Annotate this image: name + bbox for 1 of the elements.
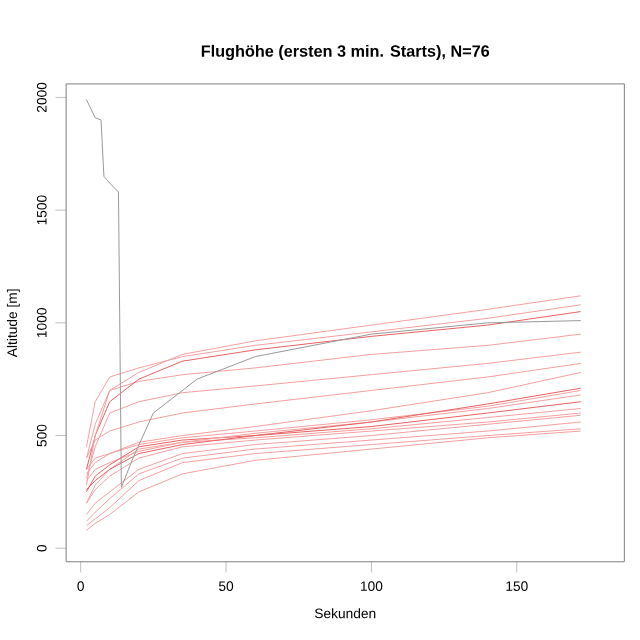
- chart-title: Flughöhe (ersten 3 min. Starts), N=76: [201, 44, 490, 61]
